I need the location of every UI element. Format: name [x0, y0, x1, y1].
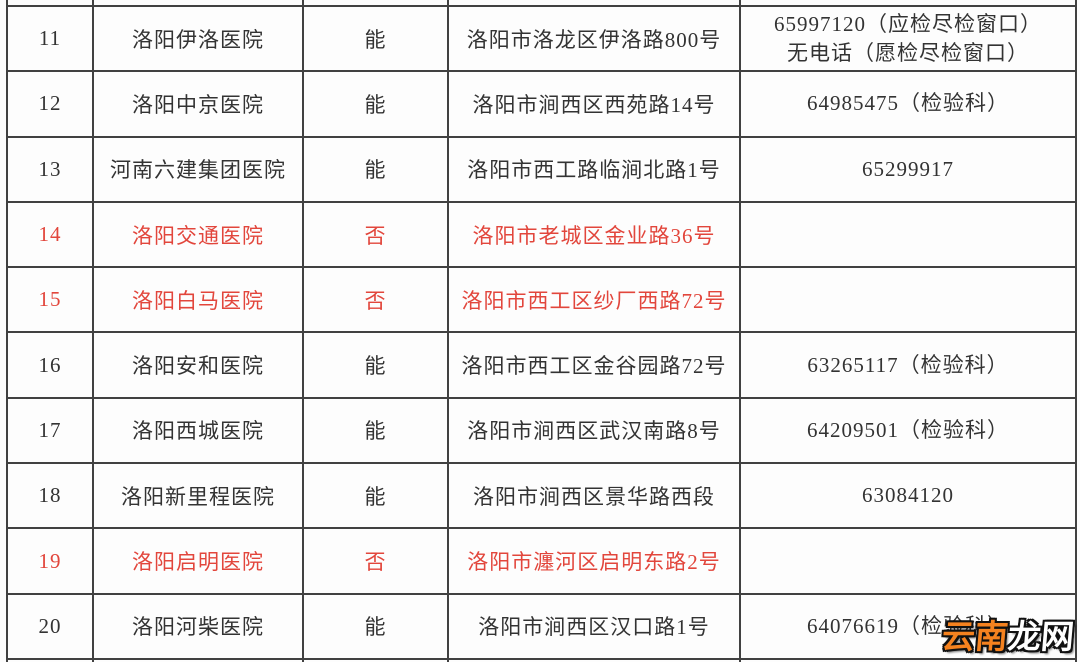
- cell-hospital-name: 洛阳新里程医院: [92, 462, 304, 530]
- cell-phone: 64209501（检验科）: [739, 396, 1077, 465]
- cell-address: 洛阳市西工路临涧北路1号: [447, 135, 741, 203]
- cell-row-number: 20: [6, 592, 94, 660]
- table-row: 17 洛阳西城医院 能 洛阳市涧西区武汉南路8号 64209501（检验科）: [6, 396, 1077, 465]
- empty-cell: [447, 657, 741, 662]
- phone-line: 64076619（检验科）: [807, 613, 1009, 638]
- watermark-text-white: 龙网: [1006, 617, 1076, 656]
- cell-can-test: 否: [302, 200, 449, 269]
- hospital-table: 11 洛阳伊洛医院 能 洛阳市洛龙区伊洛路800号 65997120（应检尽检窗…: [6, 0, 1077, 662]
- cell-phone: 65299917: [739, 135, 1077, 203]
- cell-phone: 64985475（检验科）: [739, 70, 1077, 138]
- cell-hospital-name: 洛阳中京医院: [92, 70, 304, 138]
- phone-line: 64209501（检验科）: [807, 417, 1009, 442]
- cell-can-test: 能: [302, 331, 449, 399]
- cell-phone: 64076619（检验科）: [739, 592, 1077, 660]
- watermark-text-orange: 云南: [940, 617, 1010, 656]
- phone-line: 63265117（检验科）: [807, 352, 1009, 377]
- cell-can-test: 能: [302, 4, 449, 73]
- phone-line: 64985475（检验科）: [807, 91, 1009, 116]
- cell-address: 洛阳市瀍河区启明东路2号: [447, 527, 741, 595]
- hospital-table-body: 11 洛阳伊洛医院 能 洛阳市洛龙区伊洛路800号 65997120（应检尽检窗…: [6, 0, 1077, 662]
- empty-cell: [302, 657, 449, 662]
- cell-address: 洛阳市涧西区西苑路14号: [447, 70, 741, 138]
- cell-phone: 63265117（检验科）: [739, 331, 1077, 399]
- table-row: 11 洛阳伊洛医院 能 洛阳市洛龙区伊洛路800号 65997120（应检尽检窗…: [6, 4, 1077, 73]
- cell-row-number: 15: [6, 266, 94, 334]
- empty-cell: [302, 0, 449, 7]
- empty-cell: [447, 0, 741, 7]
- cell-phone: [739, 527, 1077, 595]
- cell-row-number: 16: [6, 331, 94, 399]
- table-row: 15 洛阳白马医院 否 洛阳市西工区纱厂西路72号: [6, 266, 1077, 334]
- cell-hospital-name: 洛阳河柴医院: [92, 592, 304, 660]
- cell-phone: [739, 200, 1077, 269]
- cell-can-test: 能: [302, 592, 449, 660]
- empty-cell: [739, 657, 1077, 662]
- empty-cell: [6, 0, 94, 7]
- phone-line: 65997120（应检尽检窗口）: [774, 11, 1042, 36]
- table-row: 14 洛阳交通医院 否 洛阳市老城区金业路36号: [6, 200, 1077, 269]
- cell-row-number: 14: [6, 200, 94, 269]
- empty-cell: [739, 0, 1077, 7]
- phone-line: 65299917: [862, 156, 954, 181]
- table-row: 16 洛阳安和医院 能 洛阳市西工区金谷园路72号 63265117（检验科）: [6, 331, 1077, 399]
- cell-row-number: 17: [6, 396, 94, 465]
- cell-hospital-name: 河南六建集团医院: [92, 135, 304, 203]
- phone-line: 无电话（愿检尽检窗口）: [787, 40, 1029, 65]
- cell-address: 洛阳市西工区纱厂西路72号: [447, 266, 741, 334]
- cell-hospital-name: 洛阳西城医院: [92, 396, 304, 465]
- cell-address: 洛阳市涧西区汉口路1号: [447, 592, 741, 660]
- table-row: 18 洛阳新里程医院 能 洛阳市涧西区景华路西段 63084120: [6, 462, 1077, 530]
- cell-hospital-name: 洛阳安和医院: [92, 331, 304, 399]
- cell-address: 洛阳市老城区金业路36号: [447, 200, 741, 269]
- cell-can-test: 能: [302, 396, 449, 465]
- table-row: 19 洛阳启明医院 否 洛阳市瀍河区启明东路2号: [6, 527, 1077, 595]
- phone-line: 63084120: [862, 483, 954, 508]
- cell-row-number: 11: [6, 4, 94, 73]
- table-row: 13 河南六建集团医院 能 洛阳市西工路临涧北路1号 65299917: [6, 135, 1077, 203]
- cell-phone: [739, 266, 1077, 334]
- table-row: 12 洛阳中京医院 能 洛阳市涧西区西苑路14号 64985475（检验科）: [6, 70, 1077, 138]
- empty-cell: [92, 0, 304, 7]
- empty-cell: [6, 657, 94, 662]
- cell-row-number: 12: [6, 70, 94, 138]
- empty-cell: [92, 657, 304, 662]
- cell-phone: 63084120: [739, 462, 1077, 530]
- cell-row-number: 13: [6, 135, 94, 203]
- cell-can-test: 否: [302, 527, 449, 595]
- watermark: 云南龙网: [940, 617, 1076, 656]
- cell-can-test: 否: [302, 266, 449, 334]
- cell-address: 洛阳市西工区金谷园路72号: [447, 331, 741, 399]
- cell-address: 洛阳市涧西区景华路西段: [447, 462, 741, 530]
- partial-row-top: [6, 0, 1077, 7]
- cell-hospital-name: 洛阳交通医院: [92, 200, 304, 269]
- table-row: 20 洛阳河柴医院 能 洛阳市涧西区汉口路1号 64076619（检验科）: [6, 592, 1077, 660]
- cell-phone: 65997120（应检尽检窗口） 无电话（愿检尽检窗口）: [739, 4, 1077, 73]
- partial-row-bottom: [6, 657, 1077, 662]
- cell-row-number: 19: [6, 527, 94, 595]
- cell-address: 洛阳市涧西区武汉南路8号: [447, 396, 741, 465]
- cell-can-test: 能: [302, 70, 449, 138]
- cell-hospital-name: 洛阳伊洛医院: [92, 4, 304, 73]
- cell-can-test: 能: [302, 135, 449, 203]
- cell-can-test: 能: [302, 462, 449, 530]
- cell-address: 洛阳市洛龙区伊洛路800号: [447, 4, 741, 73]
- cell-hospital-name: 洛阳启明医院: [92, 527, 304, 595]
- cell-row-number: 18: [6, 462, 94, 530]
- cell-hospital-name: 洛阳白马医院: [92, 266, 304, 334]
